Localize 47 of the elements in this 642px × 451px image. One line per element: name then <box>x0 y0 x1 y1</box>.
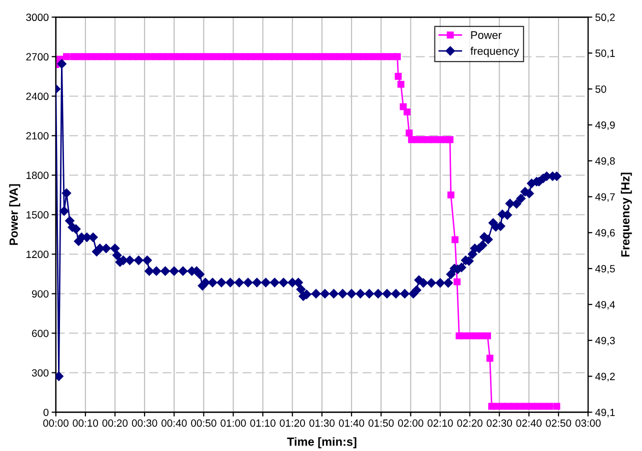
y2-tick-label: 49,5 <box>595 265 615 274</box>
x-tick-label: 02:10 <box>428 419 453 427</box>
y2-tick-label: 50 <box>595 85 606 93</box>
y-tick-label: 300 <box>32 369 49 377</box>
legend-label: Power <box>471 31 502 40</box>
y-tick-label: 900 <box>32 290 49 298</box>
x-tick-label: 01:20 <box>280 419 306 427</box>
x-tick-label: 01:50 <box>368 419 394 427</box>
y2-axis-title: Frequency [Hz] <box>620 172 632 257</box>
x-tick-label: 01:00 <box>220 419 246 427</box>
y-tick-label: 0 <box>44 408 49 416</box>
y2-tick-label: 50,1 <box>595 50 615 58</box>
x-tick-label: 02:30 <box>486 419 512 427</box>
y2-tick-label: 49,7 <box>595 193 615 202</box>
y-tick-label: 2100 <box>26 132 49 140</box>
x-tick-label: 01:10 <box>250 419 276 427</box>
x-tick-label: 00:20 <box>102 419 128 427</box>
y-tick-label: 1200 <box>26 250 49 258</box>
y2-tick-label: 49,1 <box>595 408 615 418</box>
y2-tick-label: 49,2 <box>595 372 615 382</box>
y-tick-label: 2700 <box>26 53 49 61</box>
y2-tick-label: 50,2 <box>595 14 615 22</box>
y-tick-label: 1800 <box>26 172 49 180</box>
y2-tick-label: 49,8 <box>595 157 615 166</box>
x-tick-label: 02:40 <box>516 419 542 427</box>
x-tick-label: 00:50 <box>191 419 216 427</box>
x-tick-label: 02:50 <box>546 419 572 427</box>
x-tick-label: 01:30 <box>309 419 335 427</box>
x-tick-label: 00:10 <box>72 419 98 427</box>
x-tick-label: 02:20 <box>457 419 482 427</box>
legend-label: frequency <box>470 46 520 58</box>
x-tick-label: 01:40 <box>338 419 364 427</box>
x-tick-label: 00:30 <box>132 419 158 427</box>
y-tick-label: 1500 <box>26 211 49 219</box>
y2-tick-label: 49,4 <box>595 300 615 310</box>
y-tick-label: 2400 <box>26 92 49 100</box>
y2-tick-label: 49,9 <box>595 121 615 130</box>
x-tick-label: 02:00 <box>398 419 424 427</box>
x-axis-title: Time [min:s] <box>287 437 356 448</box>
y-tick-label: 600 <box>32 330 49 338</box>
y-tick-label: 3000 <box>26 14 49 22</box>
x-tick-label: 00:40 <box>162 419 187 427</box>
y-axis-title: Power [VA] <box>9 184 20 245</box>
y2-tick-label: 49,3 <box>595 336 615 346</box>
y2-tick-label: 49,6 <box>595 229 615 238</box>
x-tick-label: 03:00 <box>575 419 601 427</box>
x-tick-label: 00:00 <box>43 419 68 427</box>
